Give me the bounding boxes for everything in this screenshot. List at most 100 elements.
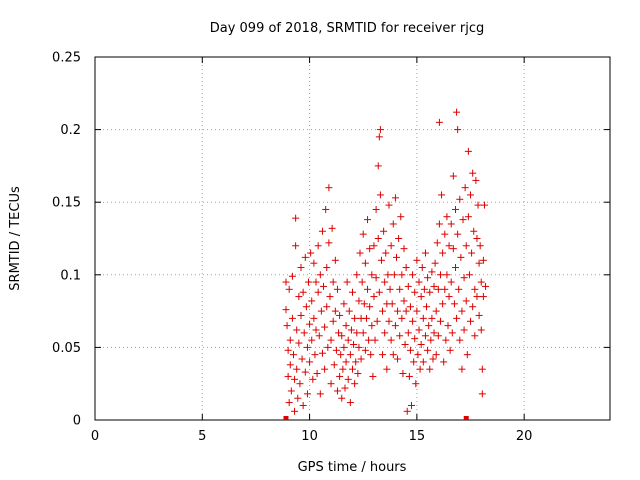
- data-point: [482, 282, 490, 290]
- data-point: [435, 220, 443, 228]
- data-point: [283, 322, 291, 330]
- data-point: [436, 317, 444, 325]
- data-point: [349, 288, 356, 296]
- data-point: [314, 288, 322, 296]
- data-point: [350, 340, 358, 348]
- data-point: [292, 214, 300, 222]
- data-point: [445, 293, 453, 301]
- data-point: [354, 370, 362, 378]
- grid: [95, 57, 610, 420]
- data-point: [465, 271, 473, 279]
- data-point: [297, 264, 305, 272]
- data-point: [438, 191, 446, 199]
- x-tick-label: 5: [198, 429, 206, 444]
- data-point: [476, 242, 484, 250]
- data-point: [421, 249, 429, 257]
- data-point: [340, 300, 348, 308]
- data-point: [401, 340, 409, 348]
- data-point: [409, 271, 417, 279]
- data-point: [321, 365, 329, 373]
- data-point: [390, 271, 398, 279]
- data-point: [296, 380, 304, 388]
- data-point: [480, 201, 488, 209]
- data-points: [282, 108, 490, 420]
- data-point: [430, 282, 438, 290]
- data-point: [408, 401, 416, 409]
- data-point: [434, 332, 442, 340]
- axis-ticks: 0 5 10 15 20 0 0.05 0.1 0.15 0.2 0.25: [52, 51, 610, 444]
- data-point: [421, 332, 429, 340]
- data-point: [323, 264, 331, 272]
- data-point: [297, 311, 305, 319]
- data-point: [328, 224, 336, 232]
- data-point: [429, 355, 437, 363]
- y-tick-label: 0: [73, 414, 81, 429]
- data-point: [460, 326, 468, 334]
- data-point: [478, 365, 486, 373]
- data-point: [346, 351, 354, 359]
- data-point: [458, 365, 466, 373]
- x-tick-label: 20: [516, 429, 533, 444]
- data-point: [464, 213, 472, 221]
- data-point: [410, 358, 418, 366]
- data-point: [292, 242, 300, 250]
- data-point: [335, 329, 343, 337]
- x-tick-label: 10: [301, 429, 318, 444]
- data-point: [342, 358, 350, 366]
- data-point: [295, 293, 303, 301]
- data-point: [430, 329, 438, 337]
- data-point: [374, 162, 382, 170]
- data-point: [446, 346, 454, 354]
- data-point: [467, 317, 475, 325]
- data-point: [326, 293, 334, 301]
- data-point: [382, 249, 390, 257]
- data-point: [456, 195, 464, 203]
- x-axis-label: GPS time / hours: [298, 460, 407, 475]
- data-point: [474, 201, 482, 209]
- data-point: [341, 384, 349, 392]
- data-point: [370, 293, 378, 301]
- data-point: [293, 326, 301, 334]
- data-point: [468, 249, 476, 257]
- data-point: [386, 285, 394, 293]
- data-point: [299, 288, 307, 296]
- data-point: [379, 307, 387, 315]
- data-point: [344, 336, 352, 344]
- data-point: [432, 351, 440, 359]
- data-point: [313, 370, 321, 378]
- data-point: [300, 329, 308, 337]
- data-point: [454, 230, 462, 238]
- data-point: [346, 399, 354, 407]
- data-point: [448, 329, 456, 337]
- data-point: [447, 278, 455, 286]
- data-point: [338, 394, 346, 402]
- data-point: [423, 303, 431, 311]
- data-point: [398, 271, 406, 279]
- data-point: [337, 351, 345, 359]
- data-point: [396, 332, 404, 340]
- data-point: [419, 358, 427, 366]
- data-point: [400, 297, 408, 305]
- data-point: [428, 268, 436, 276]
- data-point: [336, 372, 344, 380]
- data-point: [409, 317, 417, 325]
- data-point: [457, 253, 465, 261]
- data-point: [315, 332, 323, 340]
- data-point: [461, 184, 469, 192]
- data-point: [295, 339, 303, 347]
- data-point: [325, 239, 333, 247]
- data-point: [339, 365, 347, 373]
- data-point: [286, 361, 294, 369]
- data-point: [364, 216, 372, 224]
- data-point: [441, 285, 449, 293]
- data-point: [343, 278, 351, 286]
- x-tick-label: 15: [409, 429, 426, 444]
- data-point: [464, 147, 472, 155]
- data-point: [436, 271, 444, 279]
- data-point: [294, 394, 302, 402]
- data-point: [314, 242, 322, 250]
- data-point: [353, 271, 361, 279]
- data-point: [387, 336, 395, 344]
- data-point: [358, 278, 366, 286]
